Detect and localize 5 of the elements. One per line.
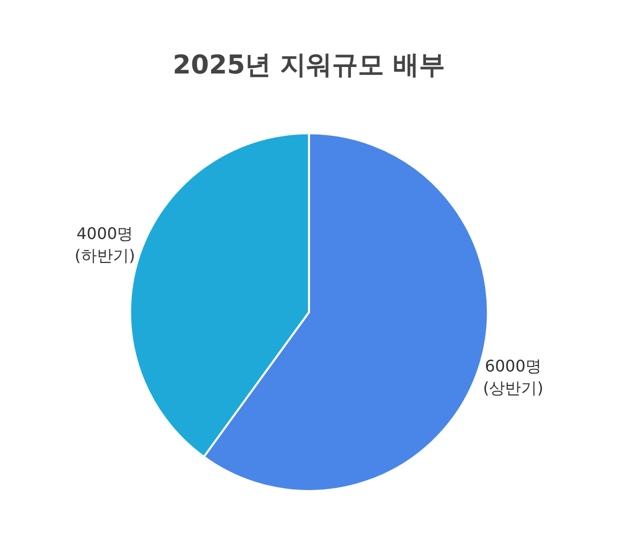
chart-title: 2025년 지워규모 배부 [172, 50, 446, 80]
data-label: 4000명 [76, 224, 134, 243]
slice-label: (하반기) [74, 246, 136, 265]
data-label: 6000명 [484, 356, 542, 376]
slice-label: (상반기) [482, 378, 544, 398]
